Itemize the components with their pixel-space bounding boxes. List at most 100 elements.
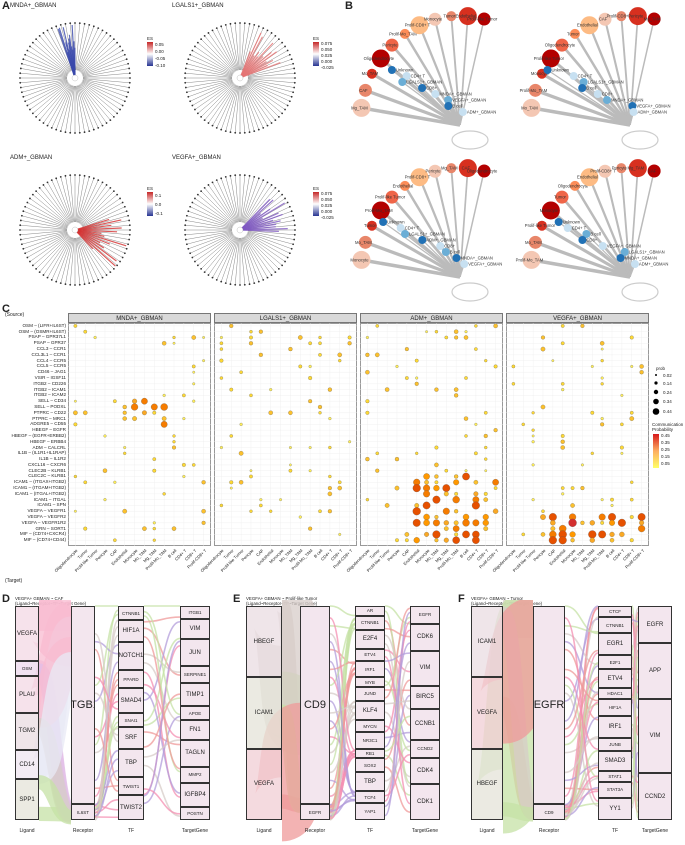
comm-dot xyxy=(434,474,439,479)
comm-dot xyxy=(443,491,449,497)
row-label: VEGFA – VEGFR1R2 xyxy=(21,519,66,525)
prob-dot-5 xyxy=(652,408,660,415)
spoke-end xyxy=(234,22,237,25)
spoke xyxy=(20,220,68,229)
spoke-end xyxy=(196,112,199,115)
comm-dot xyxy=(74,399,77,403)
spoke xyxy=(185,231,233,240)
comm-dot xyxy=(152,526,156,531)
flow xyxy=(94,632,119,743)
prob-v2: 0.24 xyxy=(663,390,672,395)
spoke xyxy=(247,78,295,83)
panel-label-d: D xyxy=(2,593,10,605)
spoke xyxy=(51,28,72,71)
node xyxy=(441,248,450,256)
comm-dot xyxy=(249,335,253,340)
spoke-end xyxy=(24,252,27,255)
spoke-end xyxy=(203,271,206,274)
panel-a-title-4: VEGFA+_GBMAN xyxy=(172,155,221,161)
node xyxy=(352,98,371,117)
row-label: ITGB2 – ICAM1 xyxy=(33,386,66,392)
comm-dot xyxy=(609,519,615,526)
spoke-end xyxy=(203,34,206,37)
spoke xyxy=(241,23,250,71)
comm-dot xyxy=(629,515,634,519)
spoke-end xyxy=(224,282,227,285)
target-node: VIM xyxy=(638,699,672,774)
spoke-end xyxy=(189,100,192,103)
spoke xyxy=(241,175,250,223)
comm-dot xyxy=(337,485,342,491)
node-label: MNDA+_GBMAN xyxy=(460,256,492,261)
row-label: CLEC2B – KLRB1 xyxy=(28,467,66,473)
comm-dot xyxy=(238,480,244,485)
spoke xyxy=(47,30,72,72)
comm-dot xyxy=(288,346,293,352)
comm-dot xyxy=(412,484,421,493)
node xyxy=(616,11,627,22)
comm-dot xyxy=(433,484,440,492)
comm-dot xyxy=(474,422,478,426)
sankey-flows xyxy=(15,600,639,842)
spoke-end xyxy=(50,27,53,30)
spoke xyxy=(82,73,130,78)
comm-dot xyxy=(540,404,546,410)
flow xyxy=(564,668,599,702)
comm-dot xyxy=(454,329,459,334)
panel-a-legend-3-v1: 0.0 xyxy=(155,202,162,207)
node-label: Unknown xyxy=(552,68,570,73)
radial-center xyxy=(71,74,79,82)
spoke-end xyxy=(196,193,199,196)
node-label: Tumor xyxy=(567,31,580,36)
comm-dot xyxy=(600,417,604,421)
panel-a-title-2: LGALS1+_GBMAN xyxy=(172,3,224,9)
tf-node: NR3C1 xyxy=(355,732,385,749)
comm-dot xyxy=(375,352,380,358)
self-loop xyxy=(621,130,659,150)
comm-dot xyxy=(412,518,421,527)
comm-dot xyxy=(152,468,157,473)
tf-node: EGR1 xyxy=(598,633,632,656)
comm-dot xyxy=(328,445,332,450)
spoke xyxy=(79,184,107,224)
comm-dot xyxy=(338,359,342,363)
comm-dot xyxy=(531,434,535,438)
spoke-end xyxy=(248,131,251,134)
node xyxy=(444,102,453,110)
tf-node: CTNNB1 xyxy=(118,606,144,621)
comm-dot xyxy=(83,410,88,416)
sankey-axis-label: Ligand xyxy=(256,828,272,834)
node-label: Prolif-Mo_TAM xyxy=(389,31,417,36)
spoke xyxy=(82,225,130,230)
comm-dot xyxy=(558,536,567,545)
spoke-end xyxy=(78,131,81,134)
comm-dot xyxy=(122,410,127,415)
node-label: MNDA+_GBMAN xyxy=(611,98,643,103)
spoke xyxy=(221,178,238,223)
comm-dot xyxy=(432,530,441,539)
comm-dot xyxy=(443,520,449,526)
sankey-axis-label: Receptor xyxy=(538,828,560,834)
spoke xyxy=(192,50,234,75)
tf-node: CTCF xyxy=(598,606,632,617)
spoke xyxy=(185,78,233,83)
comm-dot xyxy=(258,352,263,357)
spoke-end xyxy=(59,23,62,26)
spoke-end xyxy=(184,86,187,89)
radial-center xyxy=(236,74,244,82)
spoke xyxy=(244,84,272,124)
spoke-end xyxy=(224,130,227,133)
spoke xyxy=(76,176,90,223)
comm-dot xyxy=(103,498,107,502)
flow xyxy=(143,640,181,797)
node xyxy=(620,248,629,256)
spoke-end xyxy=(88,282,91,285)
comm-dot xyxy=(570,538,575,543)
comm-dot xyxy=(219,503,224,508)
node xyxy=(452,254,461,262)
prob-dot-2 xyxy=(654,381,658,385)
spoke-end xyxy=(24,53,27,56)
spoke-end xyxy=(123,252,126,255)
spoke-end xyxy=(42,122,45,124)
tf-node: IRF1 xyxy=(598,715,632,738)
